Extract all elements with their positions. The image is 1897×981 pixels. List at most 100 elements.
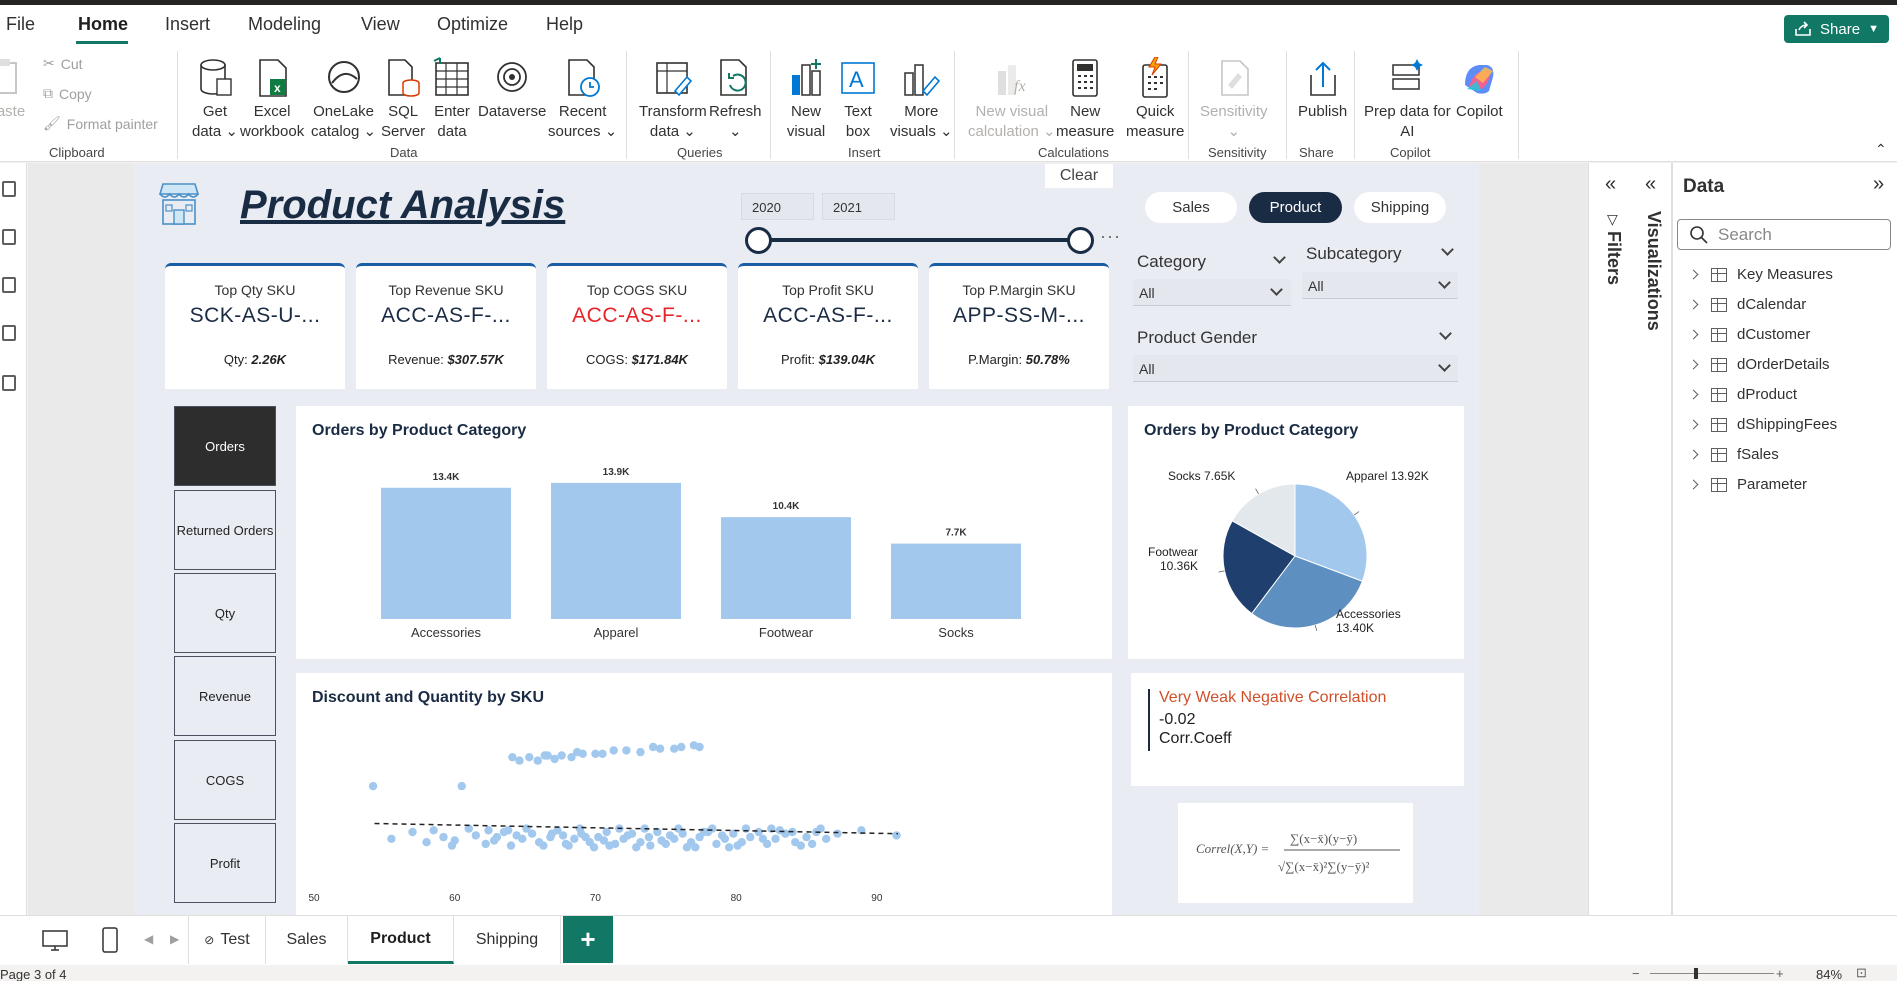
prep-data-for-ai-button[interactable]: Prep data for AI [1364, 57, 1451, 142]
scatter-point[interactable] [644, 832, 654, 842]
scatter-point[interactable] [623, 831, 632, 840]
scatter-point[interactable] [746, 832, 755, 842]
format-painter-button[interactable]: 🖌 Format painter [43, 115, 158, 132]
dax-query-view-icon[interactable] [2, 325, 16, 341]
scatter-point[interactable] [636, 747, 645, 757]
scatter-chart-visual[interactable]: Discount and Quantity by SKU 50 60 70 80 90 [296, 673, 1112, 915]
scatter-point[interactable] [775, 826, 784, 835]
scatter-point[interactable] [522, 824, 531, 833]
menu-help[interactable]: Help [546, 14, 584, 34]
scatter-point[interactable] [591, 749, 600, 758]
kpi-card-top-cogs[interactable]: Top COGS SKU ACC-AS-F-... COGS: $171.84K [547, 263, 727, 389]
scatter-point[interactable] [754, 827, 763, 837]
data-table-dproduct[interactable]: dProduct [1688, 386, 1797, 403]
scatter-point[interactable] [724, 843, 734, 852]
data-table-fsales[interactable]: fSales [1688, 446, 1779, 463]
scatter-point[interactable] [648, 742, 658, 752]
refresh-button[interactable]: Refresh ⌄ [709, 57, 762, 142]
scatter-point[interactable] [527, 829, 537, 838]
excel-workbook-button[interactable]: x Excel workbook [240, 57, 304, 142]
scatter-point[interactable] [589, 843, 599, 852]
year-start-field[interactable]: 2020 [741, 193, 814, 220]
visualizations-pane-label[interactable]: Visualizations [1644, 211, 1664, 331]
share-button[interactable]: Share ▼ [1784, 15, 1889, 43]
year-slider-end-handle[interactable] [1067, 227, 1094, 254]
scatter-point[interactable] [605, 841, 614, 850]
scatter-point[interactable] [807, 839, 817, 849]
scatter-point[interactable] [822, 834, 831, 843]
scatter-point[interactable] [422, 838, 431, 847]
tmdl-view-icon[interactable] [2, 375, 16, 391]
scatter-point[interactable] [543, 751, 552, 760]
copilot-button[interactable]: Copilot [1456, 57, 1503, 122]
new-visual-button[interactable]: New visual [786, 57, 826, 142]
collapse-data-pane-icon[interactable]: » [1873, 173, 1885, 195]
scatter-point[interactable] [598, 749, 607, 758]
enter-data-button[interactable]: Enter data [432, 57, 472, 142]
scatter-point[interactable] [447, 841, 457, 850]
scatter-point[interactable] [695, 742, 704, 752]
scatter-point[interactable] [503, 826, 513, 835]
measure-cogs-button[interactable]: COGS [174, 740, 276, 820]
publish-button[interactable]: Publish [1298, 57, 1347, 122]
scatter-point[interactable] [802, 832, 811, 842]
scatter-point[interactable] [670, 744, 679, 753]
scatter-point[interactable] [558, 831, 568, 840]
recent-sources-button[interactable]: Recent sources ⌄ [548, 57, 617, 142]
tab-product[interactable]: Product [348, 916, 454, 964]
scatter-point[interactable] [489, 836, 499, 845]
kpi-card-top-pmargin[interactable]: Top P.Margin SKU APP-SS-M-... P.Margin: … [929, 263, 1109, 389]
menu-optimize[interactable]: Optimize [437, 14, 509, 34]
cut-button[interactable]: ✂ Cut [43, 55, 83, 72]
table-view-icon[interactable] [2, 229, 16, 245]
zoom-slider[interactable] [1650, 973, 1774, 974]
scatter-point[interactable] [653, 827, 662, 837]
scatter-point[interactable] [457, 781, 466, 791]
nav-sales-button[interactable]: Sales [1145, 192, 1237, 223]
add-page-button[interactable]: + [563, 916, 613, 963]
copy-button[interactable]: ⧉ Copy [43, 85, 92, 102]
scatter-point[interactable] [602, 827, 611, 837]
collapse-ribbon-icon[interactable]: ⌃ [1875, 141, 1887, 157]
subcategory-dropdown[interactable]: All [1302, 272, 1458, 299]
scatter-point[interactable] [646, 841, 655, 850]
scatter-point[interactable] [515, 756, 524, 765]
scatter-point[interactable] [699, 827, 708, 837]
scatter-point[interactable] [550, 754, 559, 764]
bar-chart-visual[interactable]: Orders by Product Category 13.4K Accessor… [296, 406, 1112, 659]
sensitivity-button[interactable]: Sensitivity ⌄ [1200, 57, 1268, 142]
more-visuals-button[interactable]: More visuals ⌄ [890, 57, 953, 142]
tab-sales[interactable]: Sales [266, 916, 348, 964]
scatter-point[interactable] [484, 826, 493, 835]
bar-apparel[interactable] [551, 482, 681, 619]
scatter-point[interactable] [599, 836, 609, 845]
kpi-card-top-profit[interactable]: Top Profit SKU ACC-AS-F-... Profit: $139… [738, 263, 918, 389]
expand-filters-icon[interactable]: « [1605, 173, 1617, 195]
data-table-dcalendar[interactable]: dCalendar [1688, 296, 1806, 313]
pie-slice-footwear[interactable] [1222, 520, 1296, 615]
data-table-key-measures[interactable]: Key Measures [1688, 266, 1833, 283]
menu-file[interactable]: File [6, 14, 36, 34]
scatter-point[interactable] [547, 829, 557, 838]
clear-button[interactable]: Clear [1045, 164, 1113, 188]
new-visual-calculation-button[interactable]: fx New visual calculation ⌄ [968, 57, 1056, 142]
scatter-point[interactable] [575, 824, 585, 833]
measure-revenue-button[interactable]: Revenue [174, 656, 276, 736]
category-dropdown[interactable]: All [1133, 279, 1291, 306]
pie-chart-visual[interactable]: Orders by Product Category Apparel 13.92… [1128, 406, 1464, 659]
bar-accessories[interactable] [381, 487, 511, 619]
measure-returned-orders-button[interactable]: Returned Orders [174, 490, 276, 570]
quick-measure-button[interactable]: Quick measure [1126, 56, 1184, 142]
get-data-button[interactable]: Get data ⌄ [192, 57, 238, 142]
measure-orders-button[interactable]: Orders [174, 406, 276, 486]
menu-view[interactable]: View [361, 14, 400, 34]
scatter-point[interactable] [557, 751, 566, 760]
year-slider-start-handle[interactable] [745, 227, 772, 254]
bar-socks[interactable] [891, 543, 1021, 619]
model-view-icon[interactable] [2, 277, 16, 293]
menu-insert[interactable]: Insert [165, 14, 211, 34]
scatter-point[interactable] [508, 753, 517, 762]
scatter-point[interactable] [387, 834, 396, 843]
scatter-point[interactable] [429, 826, 438, 835]
filters-pane-label[interactable]: Filters [1604, 231, 1624, 286]
